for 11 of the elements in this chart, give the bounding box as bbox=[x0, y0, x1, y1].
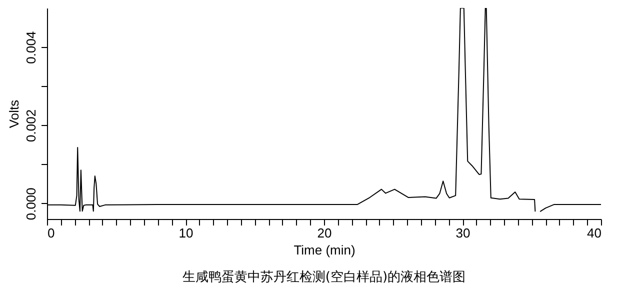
x-axis-title: Time (min) bbox=[294, 242, 356, 258]
x-tick-label: 20 bbox=[317, 226, 332, 240]
y-tick-label: 0.002 bbox=[24, 109, 38, 142]
y-tick-label: 0.000 bbox=[24, 188, 38, 220]
x-tick-label: 40 bbox=[587, 226, 602, 240]
x-tick-label: 30 bbox=[456, 226, 470, 240]
y-tick-label: 0.004 bbox=[24, 31, 38, 64]
x-tick-label: 10 bbox=[178, 226, 194, 240]
x-tick-label: 0 bbox=[48, 226, 55, 240]
text: 生咸鸭蛋黄中苏丹红检测(空白样品)的液相色谱图 bbox=[182, 270, 466, 285]
y-axis-title: Volts bbox=[6, 99, 22, 128]
